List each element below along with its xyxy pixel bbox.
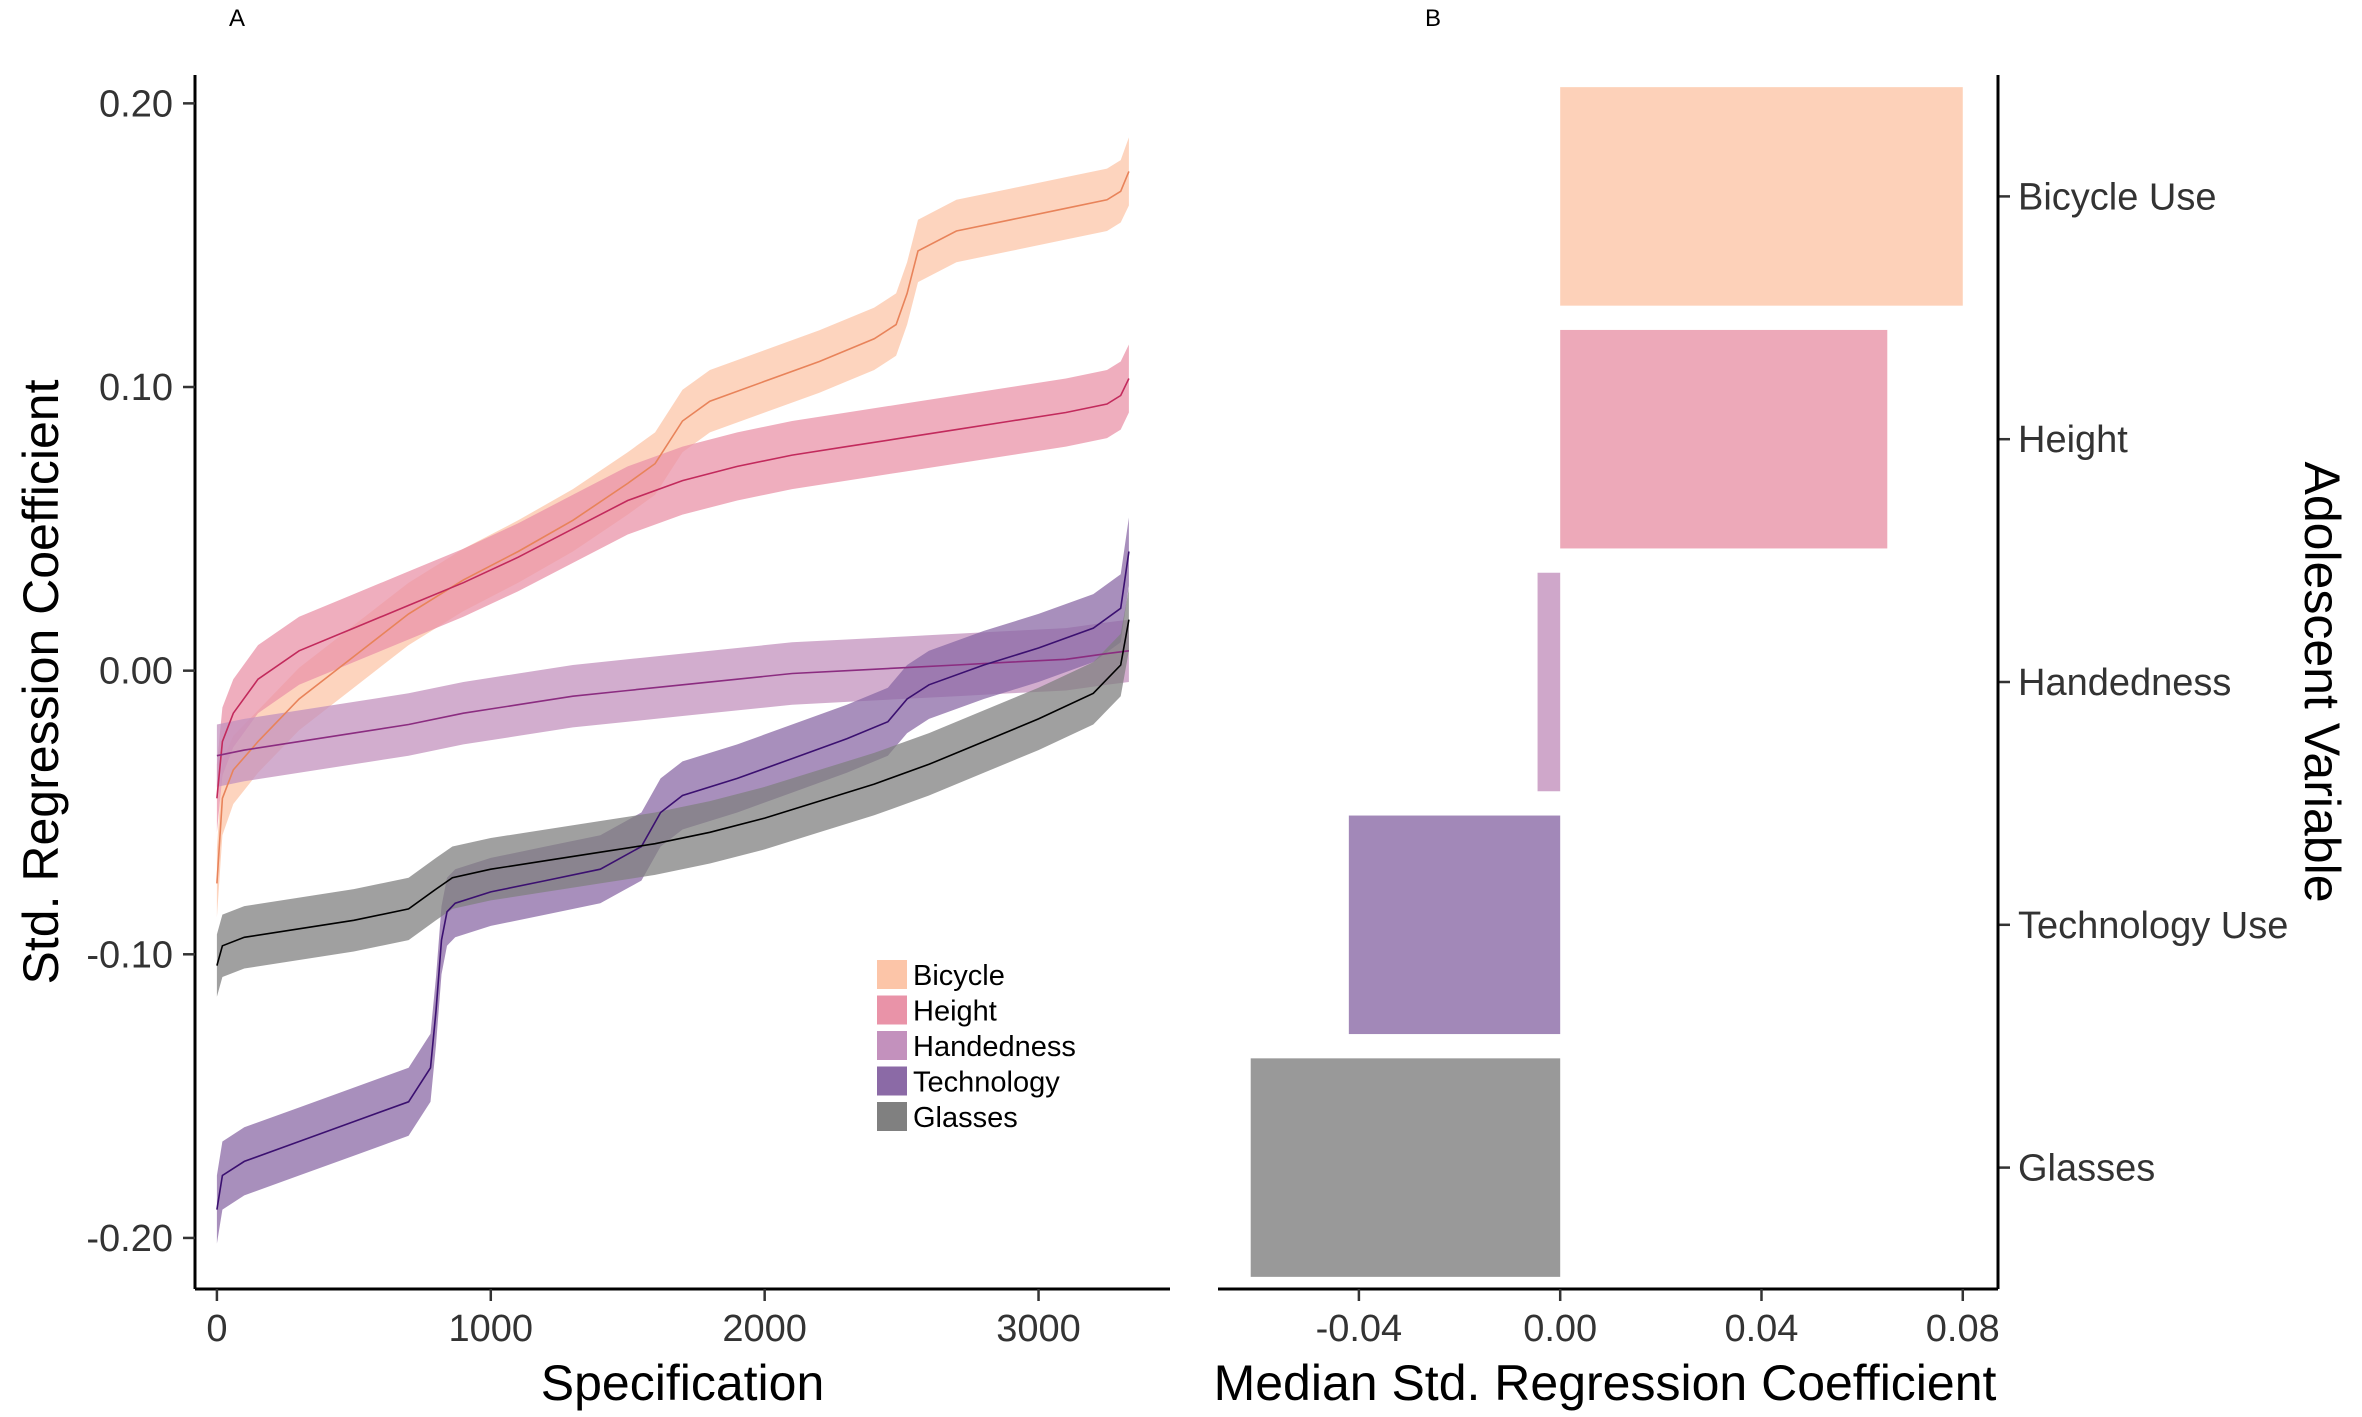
y-tick-label-a: -0.20 <box>86 1218 173 1260</box>
x-tick-label-b: 0.04 <box>1724 1308 1798 1350</box>
category-label-bicycle-use: Bicycle Use <box>2018 176 2217 218</box>
bar-handedness <box>1537 572 1561 792</box>
legend-label-glasses: Glasses <box>913 1102 1018 1134</box>
legend-swatch-technology <box>877 1066 907 1096</box>
x-tick-label-a: 3000 <box>996 1308 1081 1350</box>
b-axes: Bicycle Use Height Handedness Technology Us… <box>1218 75 2288 1350</box>
x-tick-label-a: 0 <box>206 1308 227 1350</box>
b-bars <box>1250 87 1963 1277</box>
category-label-height: Height <box>2018 419 2128 461</box>
category-label-technology-use: Technology Use <box>2018 905 2288 947</box>
x-tick-label-a: 2000 <box>722 1308 807 1350</box>
band-technology <box>216 517 1129 1244</box>
band-glasses <box>216 588 1129 997</box>
legend-label-height: Height <box>913 996 997 1028</box>
legend-swatch-bicycle <box>877 960 907 989</box>
legend-label-technology: Technology <box>913 1067 1060 1099</box>
category-label-glasses: Glasses <box>2018 1148 2155 1190</box>
x-tick-label-b: 0.08 <box>1926 1308 2000 1350</box>
a-lines <box>216 171 1130 1210</box>
a-bands <box>216 137 1129 1244</box>
bar-glasses <box>1250 1058 1561 1277</box>
band-height <box>216 344 1129 833</box>
panel-b-median-bars: Bicycle Use Height Handedness Technology Us… <box>1214 75 2350 1411</box>
panel-a-spec-curve: -0.20 -0.10 0.00 0.10 0.20 0 1000 2000 3000 Bicy… <box>13 75 1170 1411</box>
legend-label-bicycle: Bicycle <box>913 960 1005 992</box>
band-handedness <box>216 619 1129 787</box>
x-axis-title-b: Median Std. Regression Coefficient <box>1214 1355 1997 1411</box>
legend-label-handedness: Handedness <box>913 1031 1076 1063</box>
bar-bicycle-use <box>1560 87 1963 306</box>
bar-height <box>1560 329 1888 549</box>
panel-a-label: A <box>229 5 245 32</box>
y-axis-title-a: Std. Regression Coefficient <box>13 379 69 984</box>
bar-technology-use <box>1348 815 1561 1035</box>
y-tick-label-a: 0.00 <box>99 651 173 693</box>
y-axis-title-b: Adolescent Variable <box>2294 461 2350 902</box>
legend-swatch-height <box>877 995 907 1025</box>
line-glasses <box>216 619 1130 966</box>
x-tick-label-a: 1000 <box>449 1308 534 1350</box>
line-technology <box>216 551 1130 1210</box>
legend-swatch-handedness <box>877 1031 907 1060</box>
x-axis-title-a: Specification <box>541 1355 825 1411</box>
legend-swatch-glasses <box>877 1102 907 1131</box>
line-height <box>216 378 1130 799</box>
line-bicycle <box>216 171 1130 884</box>
y-tick-label-a: 0.10 <box>99 367 173 409</box>
panel-b-label: B <box>1425 5 1441 32</box>
band-bicycle <box>216 137 1129 918</box>
x-tick-label-b: -0.04 <box>1316 1308 1403 1350</box>
a-axes: -0.20 -0.10 0.00 0.10 0.20 0 1000 2000 3000 <box>86 75 1170 1350</box>
line-handedness <box>216 650 1130 757</box>
y-tick-label-a: -0.10 <box>86 934 173 976</box>
y-tick-label-a: 0.20 <box>99 83 173 125</box>
x-tick-label-b: 0.00 <box>1523 1308 1597 1350</box>
category-label-handedness: Handedness <box>2018 662 2231 704</box>
